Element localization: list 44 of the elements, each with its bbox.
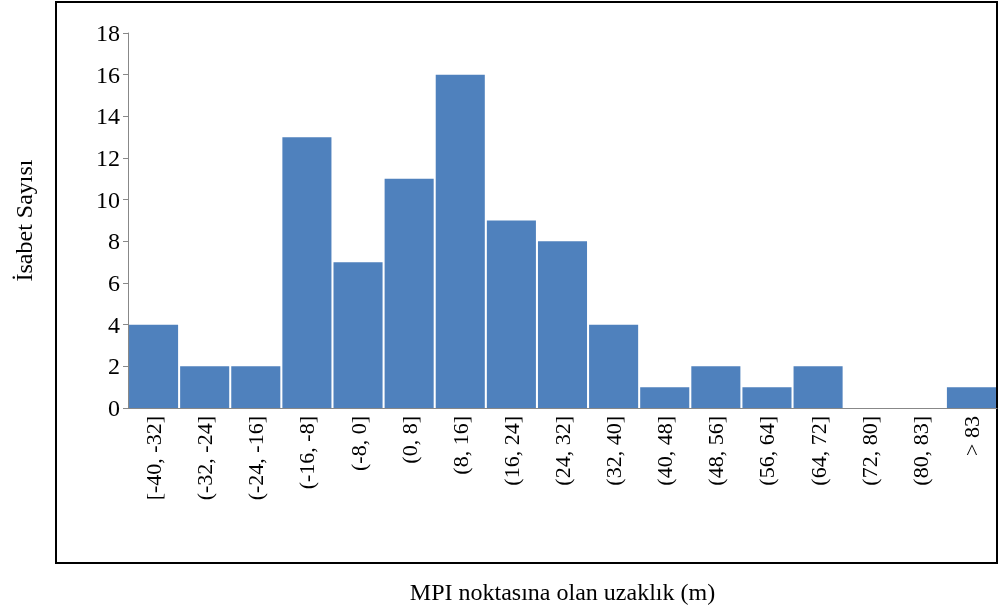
x-tick-label: (64, 72] — [805, 416, 831, 486]
y-tick-label: 12 — [96, 145, 120, 171]
y-tick-label: 18 — [96, 20, 120, 46]
x-tick-label: (40, 48] — [652, 416, 678, 486]
bar — [180, 366, 230, 408]
y-tick-label: 10 — [96, 186, 120, 213]
bar — [691, 366, 741, 408]
bar — [640, 387, 690, 408]
x-tick-label: (72, 80] — [856, 416, 882, 486]
bar — [333, 262, 383, 408]
x-tick-label: (16, 24] — [498, 416, 524, 486]
x-axis-title: MPI noktasına olan uzaklık (m) — [409, 579, 716, 605]
bar — [537, 241, 588, 408]
bar — [129, 324, 179, 408]
y-axis-title: İsabet Sayısı — [11, 159, 37, 282]
x-tick-label: (8, 16] — [447, 416, 473, 475]
x-tick-label: [-40, -32] — [141, 416, 167, 501]
bar — [793, 366, 843, 408]
bar — [946, 387, 996, 408]
bar — [384, 178, 434, 408]
y-tick-label: 14 — [96, 103, 120, 130]
x-tick-label: (-32, -24] — [192, 416, 218, 501]
x-tick-label: (-8, 0] — [345, 416, 371, 471]
bar — [231, 366, 281, 408]
x-tick-label: (-24, -16] — [243, 416, 269, 501]
bar — [435, 74, 485, 408]
x-tick-label: (56, 64] — [754, 416, 780, 486]
bar — [486, 220, 536, 408]
x-tick-label: (-16, -8] — [294, 416, 320, 490]
x-tick-label: (80, 83] — [907, 416, 933, 486]
y-tick-label: 2 — [108, 353, 120, 380]
x-tick-label: (48, 56] — [703, 416, 729, 486]
x-tick-label: (24, 32] — [550, 416, 575, 486]
x-tick-label: > 83 — [958, 416, 984, 456]
y-tick-label: 4 — [108, 311, 120, 338]
y-tick-label: 6 — [108, 270, 120, 296]
y-tick-label: 16 — [96, 61, 120, 88]
x-tick-label: (32, 40] — [601, 416, 627, 486]
y-tick-label: 0 — [108, 395, 120, 421]
bar — [589, 324, 639, 408]
bar — [282, 137, 332, 408]
x-tick-label: (0, 8] — [396, 416, 422, 464]
y-tick-label: 8 — [108, 228, 120, 255]
bar — [742, 387, 792, 408]
